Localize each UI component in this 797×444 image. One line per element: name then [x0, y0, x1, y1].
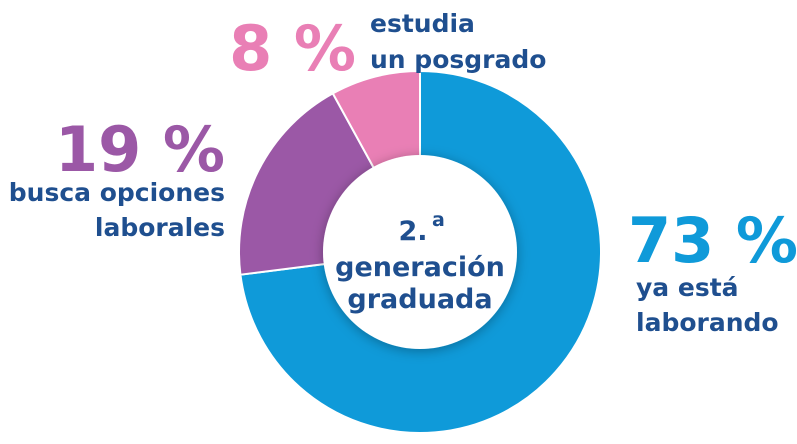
category-label: ya está [636, 273, 739, 302]
center-circle [323, 155, 517, 349]
category-label: laborando [636, 308, 779, 337]
category-label: busca opciones [9, 178, 225, 207]
percent-label: 19 % [55, 113, 225, 186]
category-label: un posgrado [370, 45, 546, 74]
center-line: generación [335, 252, 505, 283]
percent-label: 73 % [628, 204, 797, 277]
category-label: laborales [95, 213, 225, 242]
category-label: estudia [370, 9, 475, 38]
donut [238, 69, 602, 434]
center-superscript: a [432, 209, 445, 231]
percent-label: 8 % [229, 12, 356, 85]
center-number: 2. [398, 216, 427, 247]
center-line: graduada [347, 284, 492, 315]
